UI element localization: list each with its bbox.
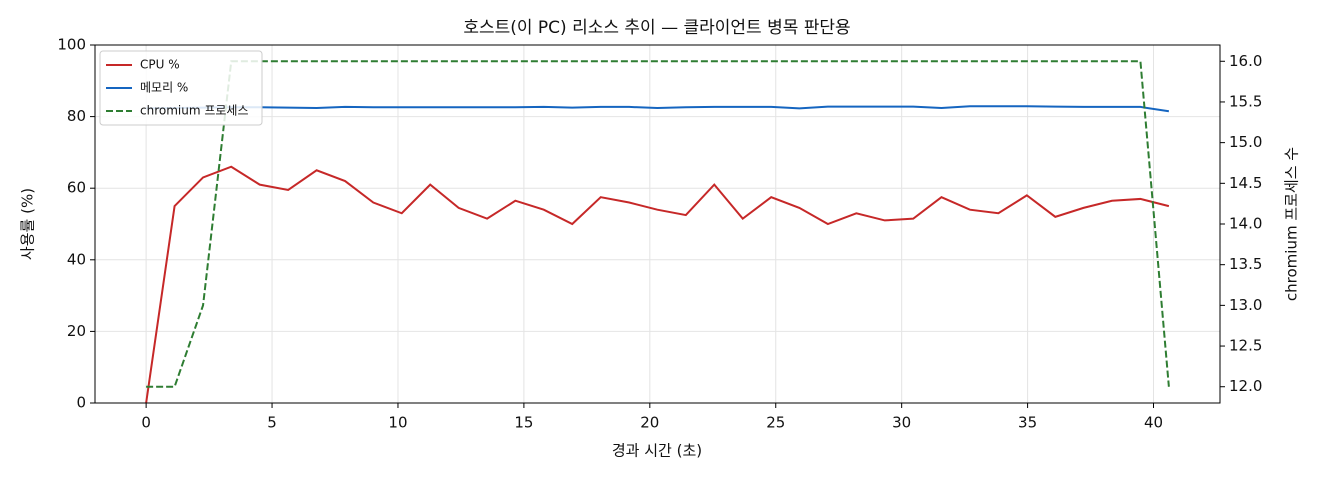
legend-label: 메모리 %	[140, 81, 188, 95]
x-tick-label: 35	[1018, 414, 1037, 432]
x-tick-label: 40	[1144, 414, 1163, 432]
plot-frame	[94, 44, 1221, 404]
y2-tick-label: 14.0	[1229, 215, 1262, 233]
chart-title: 호스트(이 PC) 리소스 추이 — 클라이언트 병목 판단용	[463, 18, 850, 38]
y-axis-label: 사용률 (%)	[19, 188, 37, 260]
y-tick-label: 20	[67, 322, 86, 340]
y2-tick-label: 12.0	[1229, 377, 1262, 395]
y-tick-label: 100	[57, 36, 86, 54]
legend-label: CPU %	[140, 58, 180, 72]
x-axis-label: 경과 시간 (초)	[612, 442, 702, 460]
y-tick-label: 0	[76, 394, 86, 412]
series-line	[146, 60, 1170, 388]
y2-axis-label: chromium 프로세스 수	[1283, 147, 1301, 301]
series-line	[145, 165, 1170, 404]
y2-tick-label: 12.5	[1229, 337, 1262, 355]
y-tick-label: 60	[67, 179, 86, 197]
x-tick-label: 15	[514, 414, 533, 432]
y2-tick-label: 16.0	[1229, 52, 1262, 70]
x-tick-label: 10	[388, 414, 407, 432]
y-tick-label: 80	[67, 107, 86, 125]
y2-tick-label: 15.5	[1229, 92, 1262, 110]
y2-tick-label: 13.0	[1229, 296, 1262, 314]
y-tick-label: 40	[67, 250, 86, 268]
series-line	[146, 105, 1170, 113]
x-tick-label: 20	[640, 414, 659, 432]
y2-tick-label: 13.5	[1229, 255, 1262, 273]
legend-box	[99, 50, 263, 126]
legend-label: chromium 프로세스	[140, 104, 249, 118]
y2-tick-label: 15.0	[1229, 133, 1262, 151]
x-tick-label: 5	[267, 414, 277, 432]
y2-tick-label: 14.5	[1229, 174, 1262, 192]
x-tick-label: 30	[892, 414, 911, 432]
x-tick-label: 0	[141, 414, 151, 432]
x-tick-label: 25	[766, 414, 785, 432]
